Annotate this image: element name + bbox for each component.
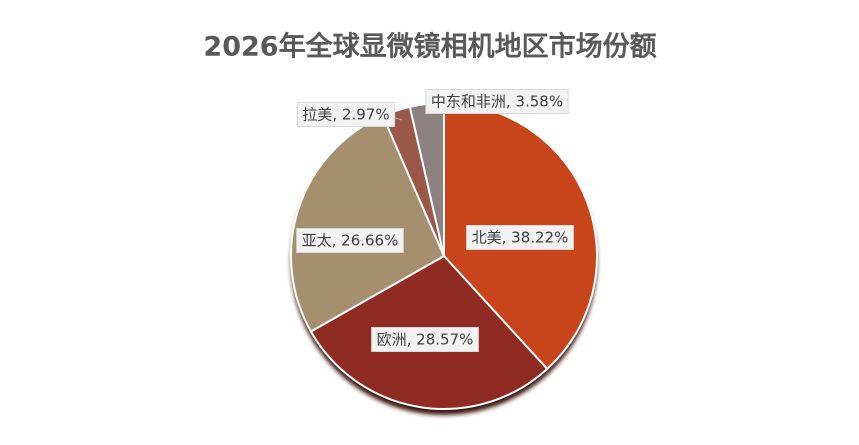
data-label-box [425, 89, 569, 114]
data-label: 拉美, 2.97% [302, 106, 389, 124]
data-label: 亚太, 26.66% [302, 232, 399, 250]
data-label: 中东和非洲, 3.58% [431, 93, 563, 111]
data-label: 北美, 38.22% [472, 229, 569, 247]
chart-title: 2026年全球显微镜相机地区市场份额 [203, 31, 656, 63]
data-label: 欧洲, 28.57% [377, 331, 474, 349]
data-label-box [371, 327, 479, 352]
data-label-box [296, 102, 396, 127]
data-label-box [466, 225, 574, 250]
data-label-box [296, 228, 404, 253]
